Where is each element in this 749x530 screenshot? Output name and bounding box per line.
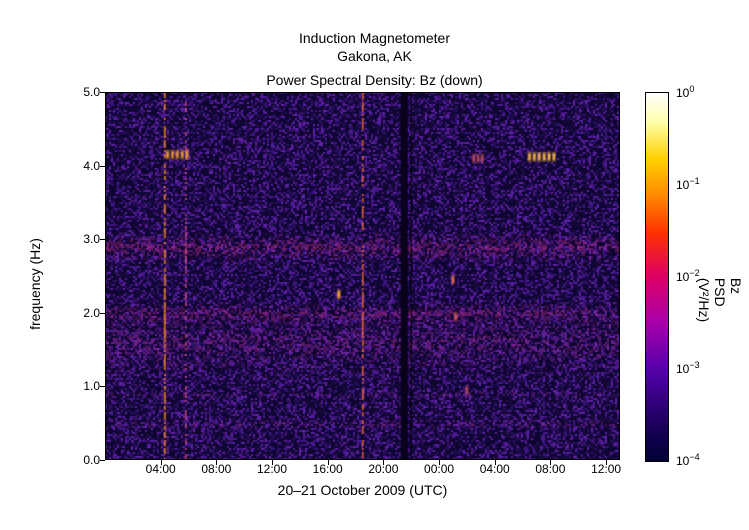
y-axis-label: frequency (Hz) <box>27 238 43 330</box>
tick-mark <box>100 460 105 461</box>
figure: Induction Magnetometer Gakona, AK Power … <box>0 0 749 530</box>
tick-mark <box>100 92 105 93</box>
colorbar-tick-label: 10−3 <box>676 360 700 376</box>
tick-mark <box>100 166 105 167</box>
x-axis-label: 20–21 October 2009 (UTC) <box>105 482 620 498</box>
tick-mark <box>550 460 551 465</box>
figure-title-line2: Gakona, AK <box>0 48 749 64</box>
y-tick-label: 2.0 <box>60 306 100 320</box>
tick-mark <box>100 386 105 387</box>
tick-mark <box>328 460 329 465</box>
spectrogram-plot <box>105 92 620 460</box>
y-tick-label: 3.0 <box>60 232 100 246</box>
colorbar-ticks: 10010−110−210−310−4 <box>670 92 710 460</box>
colorbar-tick-label: 100 <box>676 84 694 100</box>
y-tick-label: 0.0 <box>60 453 100 467</box>
tick-mark <box>161 460 162 465</box>
colorbar-tick-label: 10−1 <box>676 176 700 192</box>
tick-mark <box>606 460 607 465</box>
y-tick-label: 4.0 <box>60 159 100 173</box>
colorbar-tick-label: 10−4 <box>676 452 700 468</box>
tick-mark <box>439 460 440 465</box>
tick-mark <box>100 313 105 314</box>
colorbar-label: Bz PSD (V²/Hz) <box>696 278 744 322</box>
spectrogram-heatmap <box>105 92 620 460</box>
colorbar <box>645 92 669 462</box>
y-axis-ticks: 0.01.02.03.04.05.0 <box>60 92 100 460</box>
tick-mark <box>495 460 496 465</box>
tick-mark <box>216 460 217 465</box>
y-tick-label: 1.0 <box>60 379 100 393</box>
figure-subtitle: Power Spectral Density: Bz (down) <box>0 72 749 88</box>
tick-mark <box>272 460 273 465</box>
tick-mark <box>100 239 105 240</box>
figure-title-line1: Induction Magnetometer <box>0 30 749 46</box>
y-tick-label: 5.0 <box>60 85 100 99</box>
x-axis-ticks: 04:0008:0012:0016:0020:0000:0004:0008:00… <box>105 462 620 482</box>
tick-mark <box>383 460 384 465</box>
